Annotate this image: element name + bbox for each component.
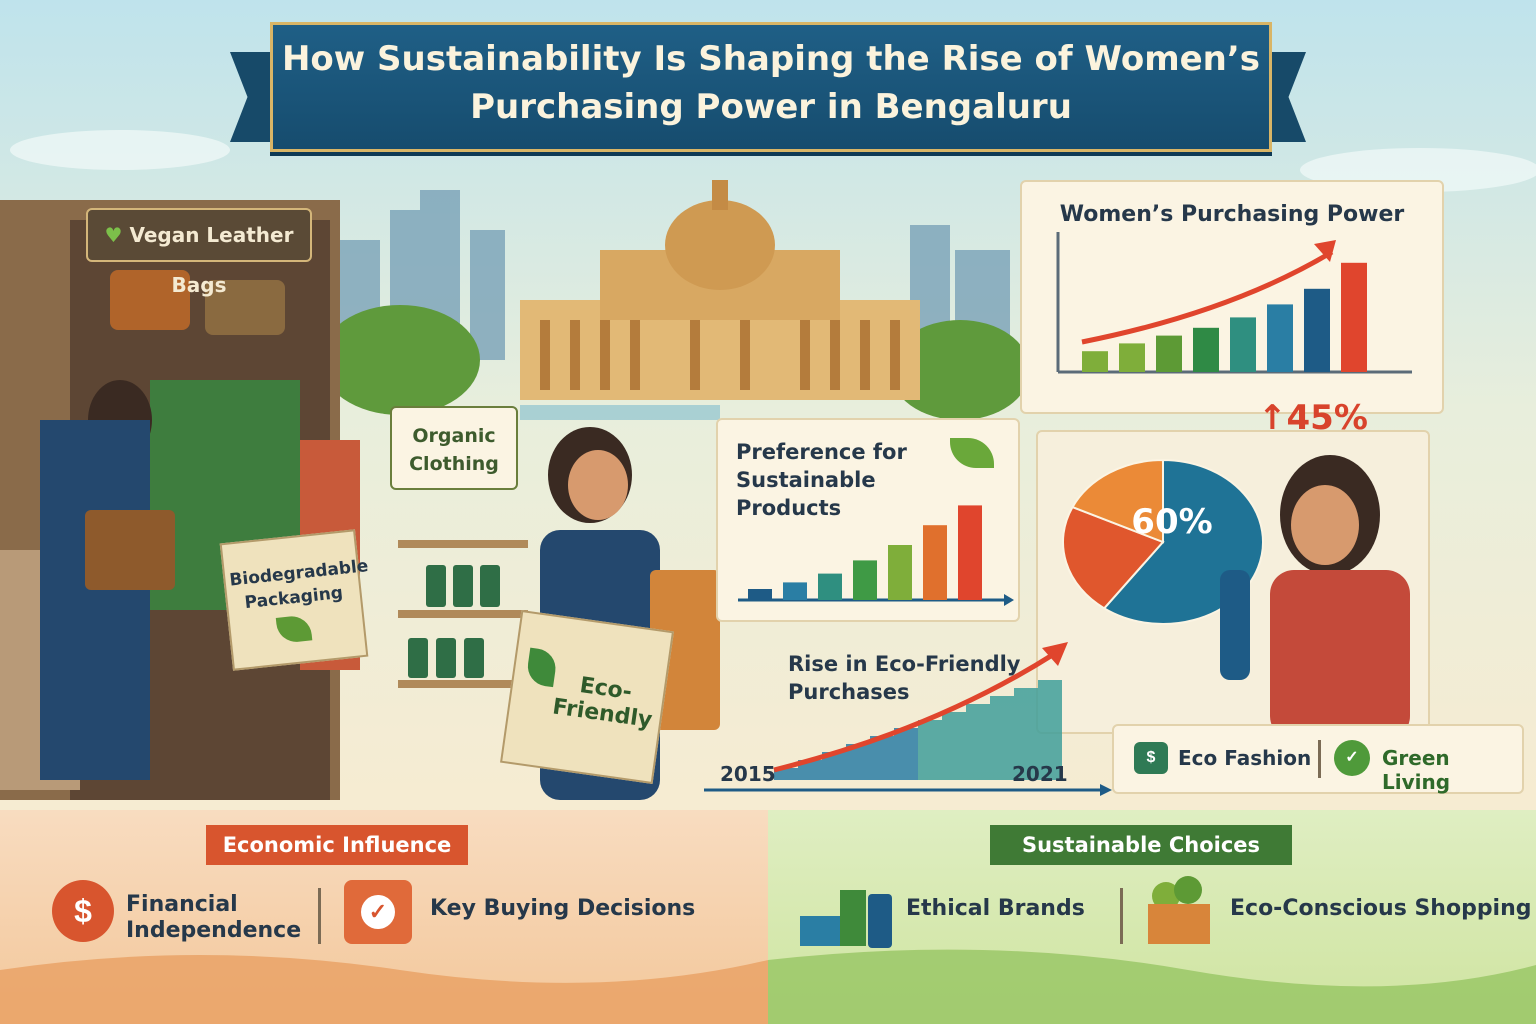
purchasing-bar [1341,262,1367,372]
preference-chart [738,505,1014,606]
green-living-label: Green Living [1382,746,1451,794]
eco-step [798,760,822,780]
vegan-leather-sign: ♥ Vegan Leather Bags [86,208,312,297]
preference-bar [818,573,842,600]
preference-card: Preference for Sustainable Products [716,418,1020,622]
eco-step [1014,688,1038,780]
eco-step [1038,680,1062,780]
start-year-label: 2015 [720,762,776,786]
divider [1120,888,1123,944]
eco-purchases-title: Rise in Eco-Friendly Purchases [788,652,1021,704]
economic-wave [0,955,768,1024]
x-axis-arrow [1100,784,1112,796]
title-line-1: How Sustainability Is Shaping the Rise o… [281,39,1261,79]
sustainable-wave [768,949,1536,1024]
preference-bar [888,545,912,600]
divider [318,888,321,944]
shopping-basket-icon [1148,876,1210,944]
jar-shelf [398,540,528,688]
eco-friendly-label: Eco-Friendly [550,673,654,734]
pie-slice [1071,458,1164,544]
shop-illustration [0,200,360,800]
title-line-2: Purchasing Power in Bengaluru [470,87,1072,127]
eco-step [942,712,966,780]
purchasing-power-card: Women’s Purchasing Power [1020,180,1444,414]
preference-bar [923,525,947,600]
purchasing-power-chart [1056,232,1412,374]
preference-title: Preference for Sustainable Products [736,440,907,520]
biodegradable-bag: Biodegradable Packaging [219,529,370,671]
eco-conscious-shopping-label: Eco-Conscious Shopping [1230,896,1532,921]
financial-independence-label: Financial Independence [126,892,302,943]
vegan-leather-label: Vegan Leather Bags [129,223,294,297]
eco-step [918,720,942,780]
eco-step [894,728,918,780]
checkmark-badge-icon: ✓ [344,880,412,944]
eco-friendly-bag: Eco-Friendly [500,610,674,784]
eco-purchases-chart-area: Rise in Eco-Friendly Purchases 2015 2021 [704,630,1114,802]
purchasing-bar [1267,304,1293,372]
background-scene [10,130,1536,420]
trend-arrowhead [1042,642,1068,666]
dollar-icon: $ [52,880,114,942]
key-buying-decisions-label: Key Buying Decisions [430,896,696,921]
purchasing-bar [1119,343,1145,372]
trend-arrow [773,651,1056,773]
end-year-label: 2021 [1012,762,1068,786]
eco-fashion-label: Eco Fashion [1178,746,1312,770]
purchasing-bar [1230,317,1256,372]
eco-step [870,736,894,780]
legend-strip: $ Eco Fashion ✓ Green Living [1112,724,1524,794]
divider [1318,740,1321,778]
purchasing-power-title: Women’s Purchasing Power [1059,202,1405,227]
organic-clothing-sign: Organic Clothing [390,406,518,490]
x-axis-arrow [1004,594,1014,606]
preference-bar [783,582,807,600]
ethical-brands-icon [800,890,892,948]
trend-arrowhead [1314,240,1336,262]
pie-label: 60% [1131,502,1213,542]
purchasing-bar [1193,327,1219,372]
purchasing-bar [1082,351,1108,372]
banner-body: How Sustainability Is Shaping the Rise o… [270,22,1272,152]
title-banner: How Sustainability Is Shaping the Rise o… [230,22,1306,154]
preference-bar [748,589,772,600]
organic-clothing-label: Organic Clothing [409,425,499,475]
preference-bar [853,560,877,600]
purchasing-bar [1304,288,1330,372]
leaf-icon [950,438,994,468]
preference-bar [958,505,982,600]
shopper-illustration [1220,455,1410,740]
eco-purchases-chart [704,642,1112,796]
heart-icon: ♥ [104,223,130,247]
leaf-icon [275,614,313,644]
eco-step [990,696,1014,780]
trend-arrow [1081,249,1334,345]
ethical-brands-label: Ethical Brands [906,896,1085,921]
biodegradable-label: Biodegradable Packaging [228,556,370,614]
check-leaf-icon: ✓ [1334,740,1370,776]
economic-header: Economic Influence [206,825,468,865]
sustainable-header: Sustainable Choices [990,825,1292,865]
purchasing-bar [1156,335,1182,372]
shirt-icon: $ [1134,742,1168,774]
eco-step [966,704,990,780]
